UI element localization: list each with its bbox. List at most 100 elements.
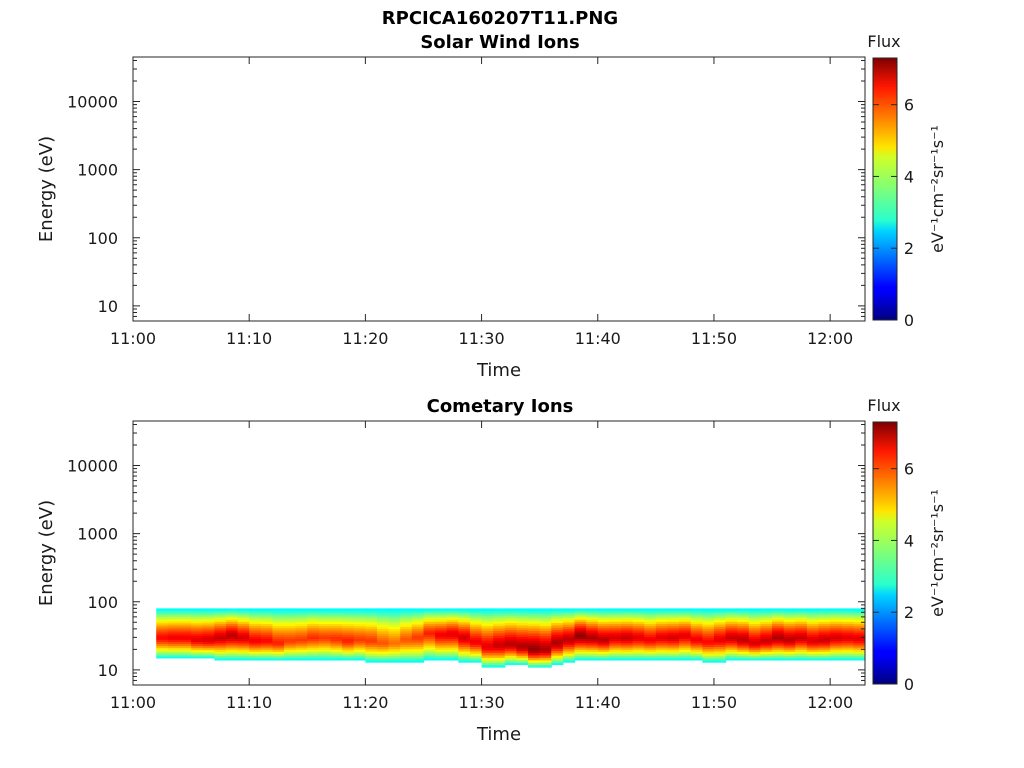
spectrogram-cell <box>783 616 796 620</box>
x-tick-label: 11:30 <box>459 693 505 712</box>
spectrogram-cell <box>435 642 448 646</box>
spectrogram-cell <box>632 653 645 657</box>
spectrogram-cell <box>179 653 192 657</box>
spectrogram-cell <box>353 610 366 614</box>
spectrogram-cell <box>586 610 599 614</box>
spectrogram-cell <box>783 647 796 650</box>
spectrogram-cell <box>249 651 262 655</box>
spectrogram-cell <box>748 614 762 618</box>
spectrogram-cell <box>504 638 518 642</box>
spectrogram-cell <box>551 629 564 633</box>
spectrogram-cell <box>342 642 355 646</box>
spectrogram-cell <box>748 657 762 661</box>
spectrogram-cell <box>481 659 494 663</box>
spectrogram-cell <box>353 634 366 637</box>
spectrogram-cell <box>702 633 715 636</box>
spectrogram-cell <box>853 636 865 640</box>
spectrogram-cell <box>783 634 796 637</box>
spectrogram-cell <box>574 627 587 631</box>
spectrogram-cell <box>702 628 715 632</box>
spectrogram-cell <box>179 645 192 649</box>
spectrogram-cell <box>167 637 181 640</box>
spectrogram-cell <box>295 621 308 625</box>
spectrogram-cell <box>307 631 320 635</box>
spectrogram-cell <box>342 634 355 637</box>
spectrogram-cell <box>830 612 843 616</box>
spectrogram-cell <box>365 630 378 634</box>
spectrogram-cell <box>481 620 494 624</box>
spectrogram-cell <box>225 623 239 627</box>
spectrogram-cell <box>318 616 332 620</box>
spectrogram-cell <box>493 642 506 646</box>
spectrogram-cell <box>504 624 518 628</box>
spectrogram-cell <box>632 625 645 629</box>
spectrogram-cell <box>597 651 610 655</box>
spectrogram-cell <box>179 620 192 624</box>
spectrogram-cell <box>772 621 785 625</box>
spectrogram-cell <box>748 655 762 659</box>
spectrogram-cell <box>772 655 785 659</box>
spectrogram-cell <box>737 647 750 650</box>
spectrogram-cell <box>493 657 506 661</box>
spectrogram-cell <box>516 622 529 626</box>
spectrogram-cell <box>760 651 773 655</box>
spectrogram-cell <box>458 633 471 636</box>
y-tick-label: 10 <box>98 297 118 316</box>
spectrogram-cell <box>249 627 262 631</box>
spectrogram-cell <box>272 625 285 629</box>
spectrogram-cell <box>748 640 762 644</box>
spectrogram-cell <box>284 614 297 618</box>
spectrogram-cell <box>632 647 645 650</box>
spectrogram-cell <box>225 625 239 629</box>
spectrogram-cell <box>655 647 669 650</box>
spectrogram-cell <box>725 647 738 650</box>
spectrogram-cell <box>702 626 715 630</box>
spectrogram-cell <box>806 651 820 655</box>
spectrogram-cell <box>202 616 215 620</box>
spectrogram-cell <box>365 624 378 627</box>
colorbar-tick-label: 4 <box>904 167 914 186</box>
spectrogram-cell <box>667 634 680 637</box>
spectrogram-cell <box>353 657 366 661</box>
panel-solar-wind: Solar Wind Ions 11:00 11:10 11:20 11:30 11:4… <box>36 32 947 381</box>
spectrogram-cell <box>516 634 529 638</box>
spectrogram-cell <box>713 621 727 625</box>
spectrogram-cell <box>644 649 657 652</box>
spectrogram-cell <box>562 619 576 623</box>
spectrogram-cell <box>737 625 750 629</box>
spectrogram-cell <box>493 649 506 653</box>
spectrogram-cell <box>167 616 181 620</box>
spectrogram-cell <box>772 653 785 657</box>
spectrogram-cell <box>156 655 169 659</box>
spectrogram-cell <box>191 622 204 626</box>
spectrogram-cell <box>830 621 843 625</box>
spectrogram-cell <box>818 621 831 625</box>
spectrogram-cell <box>748 642 762 646</box>
spectrogram-cell <box>667 629 680 633</box>
spectrogram-cell <box>806 655 820 659</box>
spectrogram-cell <box>411 610 425 614</box>
spectrogram-cell <box>853 627 865 631</box>
spectrogram-cell <box>202 628 215 632</box>
spectrogram-cell <box>260 634 274 637</box>
spectrogram-cell <box>818 612 831 616</box>
spectrogram-cell <box>644 610 657 614</box>
spectrogram-cell <box>655 655 669 659</box>
spectrogram-cell <box>249 616 262 620</box>
colorbar-unit-label-cometary: eV⁻¹cm⁻²sr⁻¹s⁻¹ <box>928 489 947 617</box>
spectrogram-cell <box>237 634 250 637</box>
spectrogram-cell <box>690 627 703 631</box>
spectrogram-cell <box>493 647 506 651</box>
spectrogram-cell <box>400 635 413 639</box>
spectrogram-cell <box>644 634 657 637</box>
spectrogram-cell <box>237 655 250 659</box>
spectrogram-cell <box>795 640 808 644</box>
spectrogram-cell <box>214 657 227 661</box>
spectrogram-cell <box>400 621 413 625</box>
spectrogram-cell <box>284 629 297 633</box>
spectrogram-cell <box>504 659 518 663</box>
spectrogram-cell <box>806 625 820 629</box>
spectrogram-cell <box>586 651 599 655</box>
spectrogram-cell <box>423 636 436 640</box>
spectrogram-cell <box>841 627 854 631</box>
